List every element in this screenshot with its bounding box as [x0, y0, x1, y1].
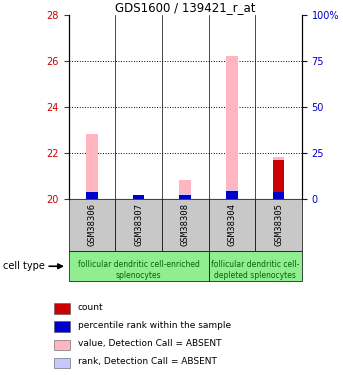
- Text: percentile rank within the sample: percentile rank within the sample: [78, 321, 231, 330]
- Bar: [179, 180, 191, 199]
- Bar: [133, 195, 144, 199]
- Bar: [273, 160, 284, 199]
- Bar: [162, 199, 209, 251]
- Text: follicular dendritic cell-: follicular dendritic cell-: [211, 260, 299, 269]
- Text: rank, Detection Call = ABSENT: rank, Detection Call = ABSENT: [78, 357, 216, 366]
- Text: count: count: [78, 303, 103, 312]
- Bar: [226, 191, 238, 199]
- Text: GSM38307: GSM38307: [134, 204, 143, 246]
- Text: cell type: cell type: [3, 261, 45, 271]
- Bar: [69, 251, 209, 281]
- Bar: [55, 321, 70, 332]
- Text: GSM38306: GSM38306: [87, 204, 96, 246]
- Bar: [55, 303, 70, 314]
- Bar: [133, 195, 144, 199]
- Bar: [86, 192, 98, 199]
- Bar: [86, 135, 98, 199]
- Title: GDS1600 / 139421_r_at: GDS1600 / 139421_r_at: [115, 1, 256, 14]
- Bar: [115, 199, 162, 251]
- Bar: [179, 194, 191, 199]
- Bar: [55, 358, 70, 368]
- Bar: [273, 158, 284, 199]
- Bar: [273, 191, 284, 199]
- Text: depleted splenocytes: depleted splenocytes: [214, 271, 296, 280]
- Bar: [209, 199, 255, 251]
- Bar: [69, 199, 115, 251]
- Text: splenocytes: splenocytes: [116, 271, 162, 280]
- Text: value, Detection Call = ABSENT: value, Detection Call = ABSENT: [78, 339, 221, 348]
- Bar: [209, 251, 302, 281]
- Bar: [226, 190, 238, 199]
- Bar: [55, 339, 70, 350]
- Text: GSM38305: GSM38305: [274, 204, 283, 246]
- Text: GSM38304: GSM38304: [227, 204, 236, 246]
- Bar: [255, 199, 302, 251]
- Bar: [226, 56, 238, 199]
- Bar: [86, 191, 98, 199]
- Text: GSM38308: GSM38308: [181, 204, 190, 246]
- Text: follicular dendritic cell-enriched: follicular dendritic cell-enriched: [78, 260, 200, 269]
- Bar: [273, 192, 284, 199]
- Bar: [179, 195, 191, 199]
